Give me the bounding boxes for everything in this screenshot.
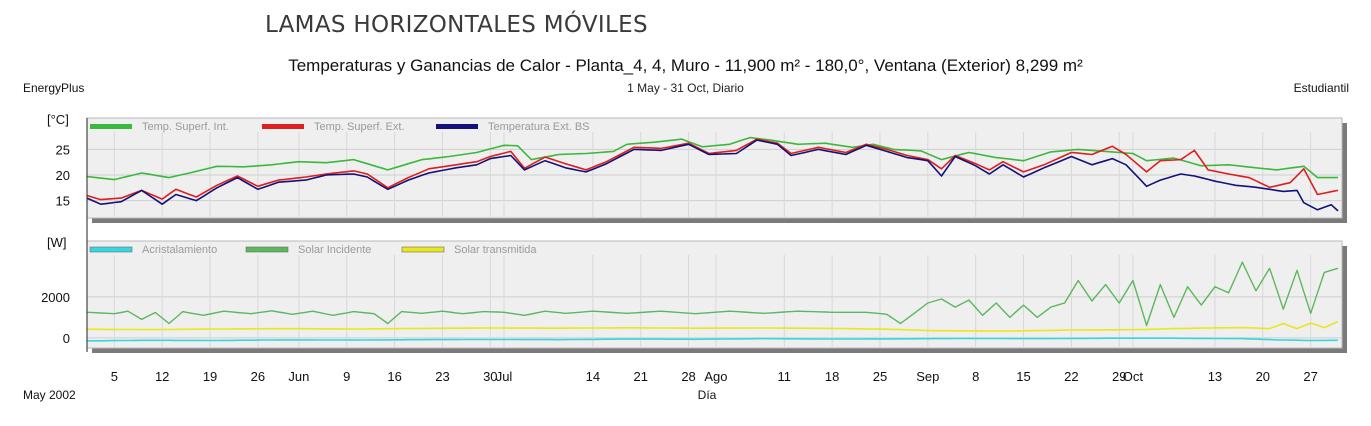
x-tick-label: 14	[586, 369, 600, 384]
x-tick-label: Sep	[916, 369, 939, 384]
y-tick-label: 20	[56, 168, 70, 183]
software-label: EnergyPlus	[23, 81, 85, 95]
x-tick-label: 18	[825, 369, 839, 384]
legend-entry: Solar transmitida	[454, 244, 537, 256]
chart-title: Temperaturas y Ganancias de Calor - Plan…	[288, 56, 1083, 75]
series-line-temperatura-ext-bs	[86, 139, 1339, 212]
x-tick-label: 23	[435, 369, 449, 384]
legend-swatch	[401, 246, 445, 253]
x-tick-label: 21	[633, 369, 647, 384]
legend-swatch	[89, 246, 133, 253]
page-heading: LAMAS HORIZONTALES MÓVILES	[265, 12, 648, 38]
x-tick-label: Ago	[704, 369, 727, 384]
y-tick-label: 25	[56, 142, 70, 157]
legend-entry: Temperatura Ext. BS	[488, 121, 590, 133]
x-tick-label: 22	[1064, 369, 1078, 384]
y-tick-label: 15	[56, 194, 70, 209]
x-tick-label: 25	[873, 369, 887, 384]
y-axis-label: [°C]	[47, 112, 69, 127]
series-line-solar-transmitida	[86, 320, 1339, 332]
x-tick-label: 27	[1303, 369, 1317, 384]
license-label: Estudiantil	[1293, 81, 1349, 95]
x-axis-start-label: May 2002	[23, 388, 76, 402]
series-line-temp-superf-int-	[86, 136, 1338, 181]
x-tick-label: 30	[483, 369, 497, 384]
legend-swatch	[90, 124, 132, 129]
legend-entry: Solar Incidente	[298, 244, 371, 256]
x-tick-label: 19	[203, 369, 217, 384]
x-tick-label: 26	[251, 369, 265, 384]
legend-swatch	[436, 124, 478, 129]
x-tick-label: 9	[343, 369, 350, 384]
x-tick-label: Jul	[496, 369, 513, 384]
x-tick-label: Jun	[288, 369, 309, 384]
x-tick-label: 12	[155, 369, 169, 384]
plot-area	[86, 117, 1343, 219]
y-axis-label: [W]	[47, 235, 67, 250]
x-tick-label: 13	[1208, 369, 1222, 384]
chart-subtitle: 1 May - 31 Oct, Diario	[627, 81, 744, 95]
x-tick-label: 11	[778, 369, 792, 384]
x-tick-label: 20	[1256, 369, 1270, 384]
legend-swatch	[245, 246, 289, 253]
x-tick-label: 29	[1112, 369, 1126, 384]
y-tick-label: 0	[63, 331, 70, 346]
legend-entry: Acristalamiento	[142, 244, 217, 256]
series-line-temp-superf-ext-	[86, 138, 1339, 201]
x-tick-label: 15	[1016, 369, 1030, 384]
x-axis-label: Día	[698, 388, 717, 402]
x-tick-label: 16	[387, 369, 401, 384]
legend-swatch	[262, 124, 304, 129]
x-tick-label: Oct	[1123, 369, 1144, 384]
series-line-acristalamiento	[86, 337, 1338, 342]
x-tick-label: 28	[681, 369, 695, 384]
plot-area	[86, 240, 1343, 349]
legend-entry: Temp. Superf. Int.	[142, 121, 229, 133]
x-tick-label: 8	[972, 369, 979, 384]
x-tick-label: 5	[111, 369, 118, 384]
legend-entry: Temp. Superf. Ext.	[314, 121, 404, 133]
y-tick-label: 2000	[41, 290, 70, 305]
series-line-solar-incidente	[86, 261, 1339, 327]
